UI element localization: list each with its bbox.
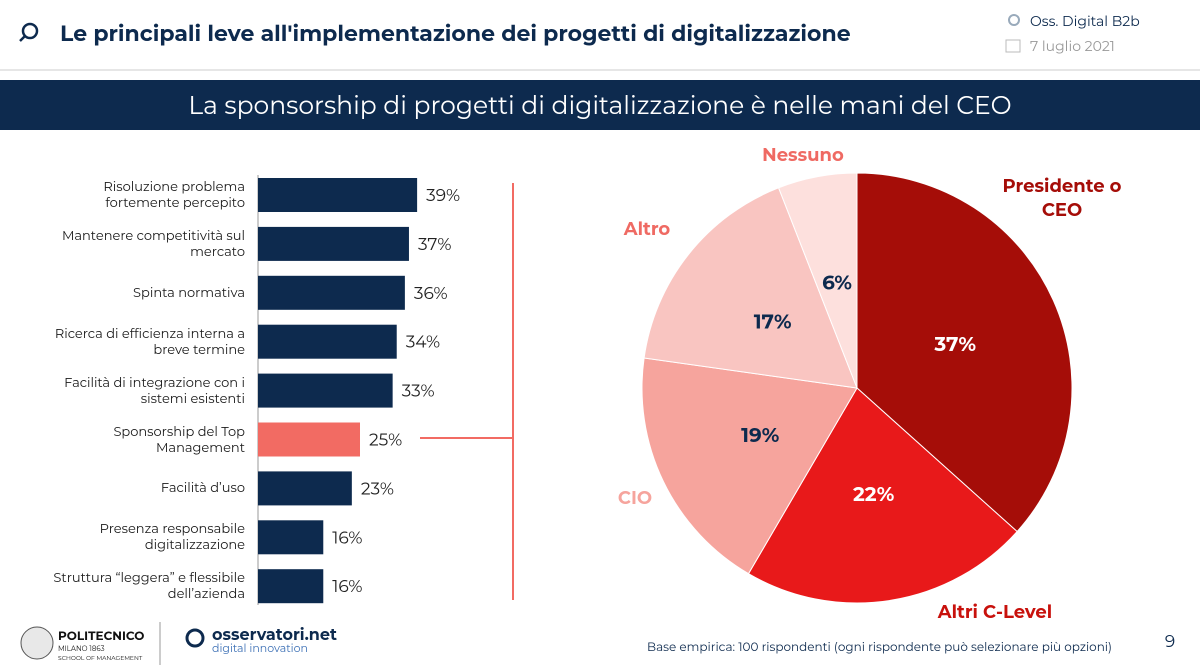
bar xyxy=(258,422,360,457)
logo-icon xyxy=(21,22,39,40)
bar xyxy=(258,569,324,604)
category-label: Ricerca di efficienza interna a breve te… xyxy=(54,325,245,358)
value-label: 36% xyxy=(414,284,448,304)
value-label: 25% xyxy=(369,431,402,451)
banner-text: La sponsorship di progetti di digitalizz… xyxy=(188,91,1011,121)
slice-value: 19% xyxy=(741,424,779,448)
banner xyxy=(0,80,1200,130)
bar xyxy=(258,520,324,555)
oss-logo xyxy=(185,628,205,648)
pie-slice xyxy=(777,172,858,389)
title: Le principali leve all'implementazione d… xyxy=(60,20,851,47)
polimi-logo xyxy=(20,626,54,660)
bar xyxy=(258,471,352,506)
slice-value: 6% xyxy=(822,271,852,295)
bar xyxy=(258,373,393,408)
slice-label: Presidente o CEO xyxy=(1002,175,1122,221)
category-label: Presenza responsabile digitalizzazione xyxy=(99,521,245,554)
category-label: Risoluzione problema fortemente percepit… xyxy=(103,179,245,211)
category-label: Struttura “leggera” e flessibile dell’az… xyxy=(53,570,245,603)
source-icon xyxy=(1008,14,1020,26)
slice-value: 17% xyxy=(754,310,792,334)
slice-value: 37% xyxy=(933,333,976,357)
value-label: 16% xyxy=(332,528,362,548)
slice-label: Nessuno xyxy=(762,144,844,166)
date-icon xyxy=(1005,39,1021,53)
logo-icon xyxy=(19,35,26,42)
value-label: 39% xyxy=(426,186,460,206)
category-label: Facilità d’uso xyxy=(160,480,245,497)
date: 7 luglio 2021 xyxy=(1030,37,1115,55)
value-label: 23% xyxy=(361,479,394,499)
logo1: POLITECNICO xyxy=(58,629,144,644)
bar xyxy=(258,275,405,310)
logo1-sub2: SCHOOL OF MANAGEMENT xyxy=(58,654,143,662)
value-label: 34% xyxy=(406,333,440,353)
bar xyxy=(258,324,397,359)
pie-slice xyxy=(643,187,858,389)
bar xyxy=(258,226,409,261)
logo2: osservatori.net xyxy=(212,626,337,645)
slice-label: Altro xyxy=(623,218,671,240)
slice-label: CIO xyxy=(617,487,653,509)
value-label: 37% xyxy=(418,235,451,255)
value-label: 33% xyxy=(402,382,435,402)
pie-slice xyxy=(641,357,858,575)
bar xyxy=(258,178,418,212)
pie-slice xyxy=(747,387,1018,604)
page-number: 9 xyxy=(1165,632,1175,652)
value-label: 16% xyxy=(332,577,362,597)
slice-label: Altri C-Level xyxy=(937,601,1053,623)
category-label: Spinta normativa xyxy=(133,284,245,301)
category-label: Sponsorship del Top Management xyxy=(113,423,245,456)
source: Oss. Digital B2b xyxy=(1030,12,1140,30)
category-label: Mantenere competitività sul mercato xyxy=(61,227,245,260)
logo2-sub: digital innovation xyxy=(212,641,308,655)
slice-value: 22% xyxy=(853,483,894,507)
category-label: Facilità di integrazione con i sistemi e… xyxy=(64,374,245,407)
note: Base empirica: 100 rispondenti (ogni ris… xyxy=(647,640,1112,655)
logo1-sub: MILANO 1863 xyxy=(58,644,105,653)
pie-slice xyxy=(856,172,1073,533)
